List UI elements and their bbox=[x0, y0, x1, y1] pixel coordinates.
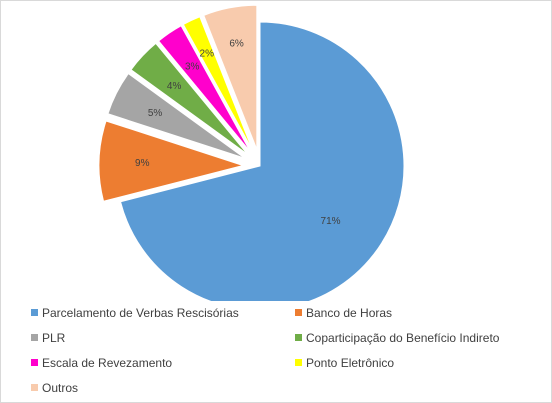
legend-label: Coparticipação do Benefício Indireto bbox=[306, 330, 500, 345]
slice-label-1: 71% bbox=[321, 216, 341, 227]
legend-swatch bbox=[295, 359, 302, 366]
legend-label: Banco de Horas bbox=[306, 305, 393, 320]
legend-label: Escala de Revezamento bbox=[42, 355, 173, 370]
slice-label-4: 4% bbox=[167, 81, 182, 92]
legend-item-4: Coparticipação do Benefício Indireto bbox=[295, 329, 545, 346]
pie-slice-1 bbox=[119, 21, 405, 301]
legend-item-3: PLR bbox=[31, 329, 295, 346]
pie-slice-6 bbox=[182, 16, 254, 151]
slice-label-2: 9% bbox=[135, 158, 150, 169]
legend-swatch bbox=[295, 334, 302, 341]
pie-slice-7 bbox=[203, 4, 258, 150]
legend: Parcelamento de Verbas Rescisórias Banco … bbox=[31, 304, 545, 396]
pie-slice-2 bbox=[98, 120, 245, 202]
legend-label: Parcelamento de Verbas Rescisórias bbox=[42, 305, 239, 320]
legend-item-1: Parcelamento de Verbas Rescisórias bbox=[31, 304, 295, 321]
legend-swatch bbox=[31, 384, 38, 391]
slice-label-3: 5% bbox=[148, 108, 163, 119]
legend-item-5: Escala de Revezamento bbox=[31, 354, 295, 371]
legend-swatch bbox=[31, 309, 38, 316]
legend-item-6: Ponto Eletrônico bbox=[295, 354, 545, 371]
pie-slice-5 bbox=[157, 25, 251, 153]
legend-swatch bbox=[31, 334, 38, 341]
legend-item-2: Banco de Horas bbox=[295, 304, 545, 321]
legend-label: PLR bbox=[42, 330, 66, 345]
pie-slice-4 bbox=[130, 42, 248, 155]
pie-slice-3 bbox=[107, 72, 246, 159]
legend-label: Ponto Eletrônico bbox=[306, 355, 395, 370]
slice-label-5: 3% bbox=[185, 62, 200, 73]
legend-label: Outros bbox=[42, 380, 79, 395]
legend-swatch bbox=[31, 359, 38, 366]
slice-label-6: 2% bbox=[200, 48, 215, 59]
slice-label-7: 6% bbox=[229, 39, 244, 50]
legend-swatch bbox=[295, 309, 302, 316]
pie-chart: 71% 9% 5% 4%3%2% 6% bbox=[98, 4, 405, 301]
legend-item-7: Outros bbox=[31, 379, 295, 396]
